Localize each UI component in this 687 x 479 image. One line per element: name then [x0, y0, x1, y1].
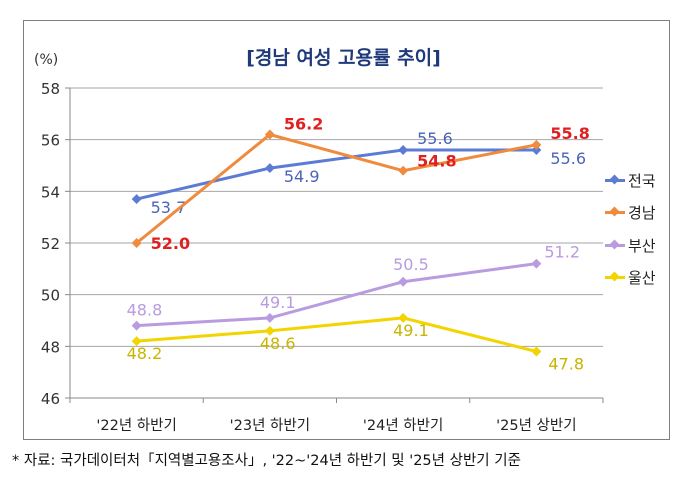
data-point — [264, 129, 275, 140]
data-label: 48.2 — [127, 344, 163, 363]
data-point — [531, 139, 542, 150]
data-point — [264, 163, 275, 174]
data-point — [131, 194, 142, 205]
data-label: 49.1 — [260, 293, 296, 312]
chart-title: [경남 여성 고용률 추이] — [246, 47, 441, 69]
x-tick-label: '24년 하반기 — [363, 417, 443, 434]
x-tick-label: '22년 하반기 — [96, 417, 176, 434]
y-tick-label: 50 — [41, 287, 60, 305]
data-point — [131, 336, 142, 347]
data-point — [531, 145, 542, 155]
y-tick-label: 46 — [41, 390, 60, 408]
data-label: 53.7 — [151, 198, 187, 217]
data-label: 52.0 — [151, 234, 190, 253]
legend-marker-icon — [605, 174, 625, 185]
legend-marker-icon — [605, 239, 625, 250]
data-point — [398, 312, 409, 323]
data-label: 55.6 — [417, 129, 453, 148]
data-point — [398, 165, 409, 176]
y-tick-label: 58 — [41, 80, 60, 98]
y-tick-label: 56 — [41, 132, 60, 150]
legend-label: 부산 — [628, 236, 656, 255]
data-point — [131, 238, 142, 248]
data-point — [531, 346, 542, 357]
data-point — [131, 320, 142, 331]
data-point — [531, 258, 542, 269]
chart-frame — [23, 20, 670, 440]
series-line-전국 — [136, 148, 537, 201]
data-label: 55.6 — [550, 149, 586, 168]
data-point — [264, 312, 275, 323]
data-label: 55.8 — [550, 124, 589, 143]
data-point — [398, 145, 409, 155]
data-label: 51.2 — [544, 243, 580, 262]
y-tick-label: 52 — [41, 235, 60, 253]
source-note: * 자료: 국가데이터처「지역별고용조사」, '22~'24년 하반기 및 '2… — [12, 453, 521, 469]
y-axis-unit: (%) — [34, 52, 59, 68]
legend-marker-icon — [605, 206, 625, 217]
series-line-부산 — [136, 262, 537, 328]
data-label: 49.1 — [393, 321, 429, 340]
y-tick-label: 48 — [41, 338, 60, 356]
data-label: 50.5 — [393, 255, 429, 274]
legend-item: 경남 — [605, 197, 656, 230]
series-line-울산 — [136, 316, 537, 353]
legend-label: 경남 — [628, 204, 656, 223]
data-label: 54.8 — [417, 152, 456, 171]
data-label: 48.8 — [127, 301, 163, 320]
data-label: 56.2 — [284, 115, 323, 134]
data-point — [398, 276, 409, 287]
y-tick-label: 54 — [41, 183, 60, 201]
legend-item: 전국 — [605, 164, 656, 197]
data-label: 48.6 — [260, 334, 296, 353]
x-tick-label: '23년 하반기 — [230, 417, 310, 434]
legend-item: 울산 — [605, 262, 656, 295]
data-point — [264, 325, 275, 336]
series-line-경남 — [135, 132, 537, 245]
legend-label: 전국 — [628, 171, 656, 190]
legend-item: 부산 — [605, 229, 656, 262]
legend-marker-icon — [605, 271, 625, 282]
legend-label: 울산 — [628, 269, 656, 288]
x-tick-label: '25년 상반기 — [496, 417, 576, 434]
data-label: 47.8 — [548, 355, 584, 374]
data-label: 54.9 — [284, 167, 320, 186]
